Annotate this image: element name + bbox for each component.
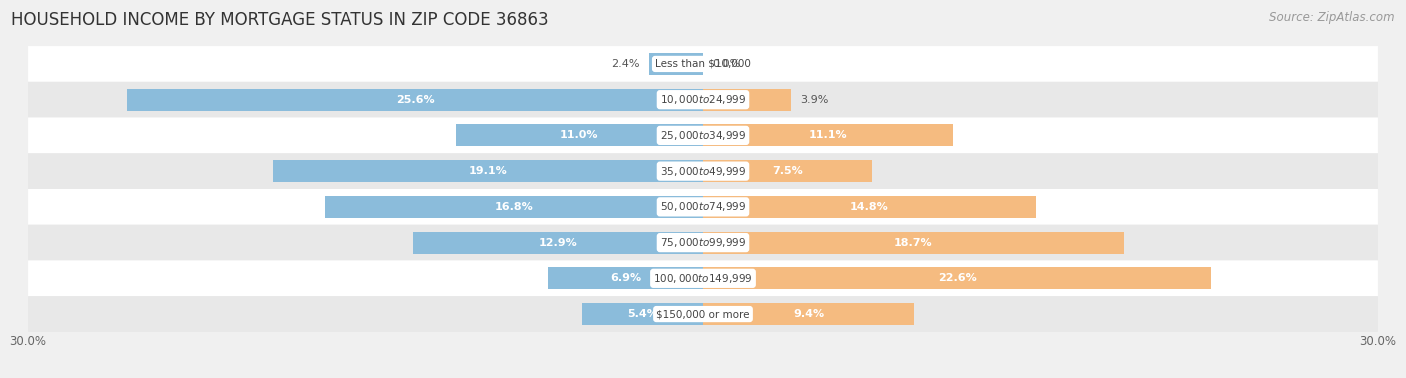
Text: 12.9%: 12.9% xyxy=(538,238,578,248)
Text: $75,000 to $99,999: $75,000 to $99,999 xyxy=(659,236,747,249)
Text: Less than $10,000: Less than $10,000 xyxy=(655,59,751,69)
FancyBboxPatch shape xyxy=(28,296,1378,332)
Bar xyxy=(413,231,703,254)
Bar xyxy=(127,88,703,111)
Bar xyxy=(548,267,703,290)
Text: HOUSEHOLD INCOME BY MORTGAGE STATUS IN ZIP CODE 36863: HOUSEHOLD INCOME BY MORTGAGE STATUS IN Z… xyxy=(11,11,548,29)
Legend: Without Mortgage, With Mortgage: Without Mortgage, With Mortgage xyxy=(574,373,832,378)
Text: 3.9%: 3.9% xyxy=(800,94,828,105)
Text: 25.6%: 25.6% xyxy=(395,94,434,105)
Text: 9.4%: 9.4% xyxy=(793,309,824,319)
Bar xyxy=(703,303,914,325)
Text: $25,000 to $34,999: $25,000 to $34,999 xyxy=(659,129,747,142)
Text: 6.9%: 6.9% xyxy=(610,273,641,284)
Bar xyxy=(582,303,703,325)
Bar xyxy=(703,160,872,182)
Text: 5.4%: 5.4% xyxy=(627,309,658,319)
Bar xyxy=(703,88,790,111)
Bar xyxy=(703,231,1123,254)
FancyBboxPatch shape xyxy=(28,153,1378,189)
Text: 22.6%: 22.6% xyxy=(938,273,977,284)
FancyBboxPatch shape xyxy=(28,225,1378,260)
Text: 18.7%: 18.7% xyxy=(894,238,932,248)
Text: 2.4%: 2.4% xyxy=(612,59,640,69)
Text: 16.8%: 16.8% xyxy=(495,202,533,212)
Text: $35,000 to $49,999: $35,000 to $49,999 xyxy=(659,165,747,178)
FancyBboxPatch shape xyxy=(28,46,1378,82)
FancyBboxPatch shape xyxy=(28,82,1378,118)
Bar xyxy=(703,124,953,147)
Bar xyxy=(650,53,703,75)
Text: 0.0%: 0.0% xyxy=(711,59,740,69)
Bar xyxy=(456,124,703,147)
Text: 11.1%: 11.1% xyxy=(808,130,848,140)
Text: 7.5%: 7.5% xyxy=(772,166,803,176)
FancyBboxPatch shape xyxy=(28,189,1378,225)
Text: $10,000 to $24,999: $10,000 to $24,999 xyxy=(659,93,747,106)
Bar xyxy=(703,196,1036,218)
FancyBboxPatch shape xyxy=(28,260,1378,296)
Text: 19.1%: 19.1% xyxy=(468,166,508,176)
Text: $150,000 or more: $150,000 or more xyxy=(657,309,749,319)
Bar xyxy=(273,160,703,182)
Text: 14.8%: 14.8% xyxy=(851,202,889,212)
Text: $50,000 to $74,999: $50,000 to $74,999 xyxy=(659,200,747,213)
Bar xyxy=(703,267,1212,290)
Text: $100,000 to $149,999: $100,000 to $149,999 xyxy=(654,272,752,285)
Text: Source: ZipAtlas.com: Source: ZipAtlas.com xyxy=(1270,11,1395,24)
FancyBboxPatch shape xyxy=(28,118,1378,153)
Bar xyxy=(325,196,703,218)
Text: 11.0%: 11.0% xyxy=(560,130,599,140)
